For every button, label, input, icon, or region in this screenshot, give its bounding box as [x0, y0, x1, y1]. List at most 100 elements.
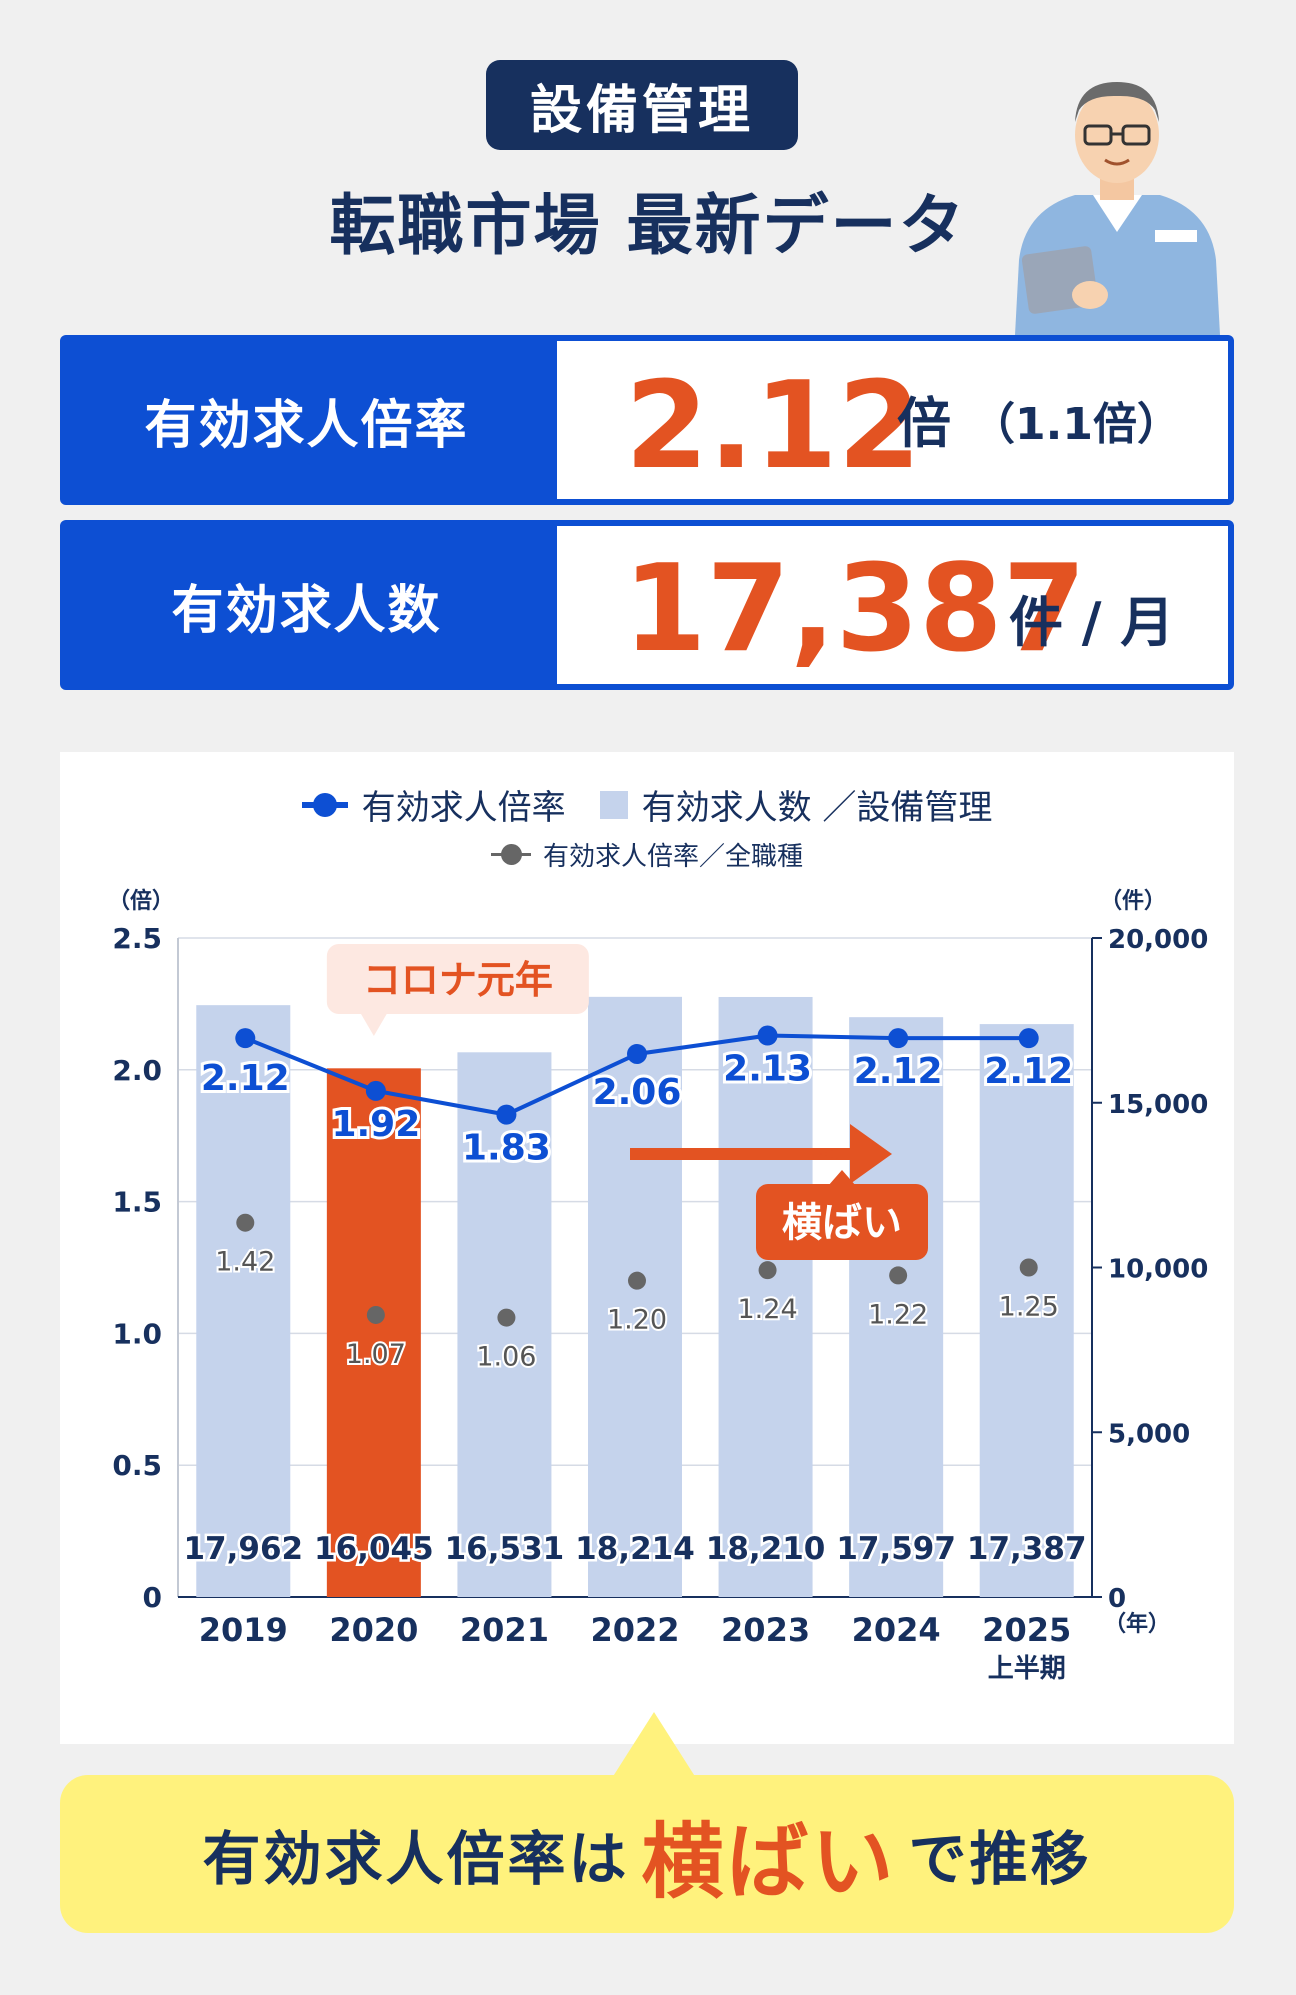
all-occupation-label: 1.20: [607, 1305, 667, 1336]
ratio-point: [235, 1028, 256, 1049]
all-occupation-label: 1.06: [476, 1342, 536, 1373]
all-occupation-label: 1.22: [868, 1299, 928, 1330]
x-tick-label: 2023: [721, 1611, 810, 1649]
ratio-point: [888, 1028, 909, 1049]
ratio-label: 2.13: [723, 1049, 812, 1090]
all-occupation-point: [366, 1305, 385, 1324]
covid-callout-box: [326, 944, 589, 1014]
all-occupation-point: [758, 1261, 777, 1280]
all-occupation-point: [1019, 1258, 1038, 1277]
all-occupation-point: [497, 1308, 516, 1327]
y-right-tick-label: 15,000: [1108, 1090, 1208, 1120]
ratio-label: 2.12: [201, 1058, 290, 1099]
y-left-tick-label: 2.5: [112, 922, 162, 955]
y-left-tick-label: 0.5: [112, 1449, 162, 1482]
legend-bar-marker: [599, 790, 628, 819]
legend-bar-label: 有効求人数 ／設備管理: [641, 788, 993, 828]
y-left-tick-label: 1.5: [112, 1186, 162, 1219]
summary-post: で推移: [908, 1825, 1092, 1893]
x-tick-label: 2020: [329, 1611, 418, 1649]
bar-value-label: 17,387: [967, 1531, 1087, 1567]
y-right-tick-label: 0: [1108, 1584, 1126, 1614]
all-occupation-label: 1.24: [738, 1294, 798, 1325]
openings-value-box: 17,387 件 / 月: [557, 526, 1228, 684]
ratio-label: 1.83: [462, 1128, 551, 1169]
bar-value-label: 17,962: [183, 1531, 303, 1567]
flat-label-text: 横ばい: [782, 1200, 902, 1246]
legend-row-1: 有効求人倍率 有効求人数 ／設備管理: [60, 780, 1234, 829]
y-left-tick-label: 1.0: [112, 1317, 162, 1350]
y-left-tick-label: 2.0: [112, 1054, 162, 1087]
category-tag: 設備管理: [486, 60, 798, 150]
y-left-tick-label: 0: [143, 1581, 162, 1614]
y-left-unit: （倍）: [108, 888, 174, 914]
ratio-label: 1.92: [331, 1104, 420, 1145]
legend-row-2: 有効求人倍率／全職種: [60, 836, 1234, 873]
y-right-tick-label: 5,000: [1108, 1419, 1190, 1449]
summary-pre: 有効求人倍率は: [202, 1825, 630, 1893]
legend-dot-label: 有効求人倍率／全職種: [542, 842, 803, 872]
x-tick-label: 2019: [199, 1611, 288, 1649]
page-title: 転職市場 最新データ: [329, 187, 967, 264]
ratio-point: [1018, 1028, 1039, 1049]
ratio-point: [627, 1043, 647, 1064]
flat-label-box: [756, 1184, 928, 1260]
ratio-unit: 倍: [897, 392, 951, 455]
ratio-sub: （1.1倍）: [971, 399, 1181, 450]
bar: [326, 1068, 421, 1597]
chart-svg: 0 0.5 1.0 1.5 2.0 2.5 0 5,000 10,000 15,000 20,000…: [108, 888, 1208, 1684]
ratio-card: 有効求人倍率 2.12 倍 （1.1倍）: [60, 335, 1234, 505]
all-occupation-point: [889, 1266, 908, 1285]
openings-unit: 件 / 月: [1009, 591, 1175, 654]
y-right-tick-label: 20,000: [1108, 925, 1208, 955]
trend-arrow-shaft: [630, 1148, 850, 1160]
x-tick-label: 2022: [590, 1611, 679, 1649]
openings-label: 有効求人数: [171, 580, 442, 641]
covid-callout-tip: [359, 1012, 388, 1036]
legend-line-label: 有効求人倍率: [361, 788, 566, 828]
openings-card: 有効求人数 17,387 件 / 月: [60, 520, 1234, 690]
bar-value-label: 18,210: [706, 1531, 826, 1567]
ratio-label: 2.12: [984, 1051, 1073, 1092]
ratio-label: 2.06: [593, 1072, 682, 1113]
bar-value-label: 17,597: [836, 1531, 956, 1567]
ratio-point: [496, 1104, 517, 1125]
x-tick-label: 2024: [852, 1611, 941, 1649]
chart-panel: 有効求人倍率 有効求人数 ／設備管理 有効求人倍率／全職種 0 0.5 1.0 1.5…: [60, 752, 1234, 1744]
engineer-illustration: [1015, 82, 1220, 335]
openings-value: 17,387: [623, 540, 1087, 679]
ratio-point: [757, 1025, 778, 1046]
trend-arrow-head: [850, 1124, 892, 1184]
flat-label-tip: [828, 1170, 856, 1186]
legend-dot-marker: [490, 844, 531, 865]
summary-bubble: 有効求人倍率は 横ばい で推移: [60, 1775, 1234, 1933]
y-right-tick-label: 10,000: [1108, 1255, 1208, 1285]
ratio-value-box: 2.12 倍 （1.1倍）: [557, 341, 1228, 499]
bar: [718, 996, 813, 1597]
bar: [196, 1005, 291, 1597]
x-unit: （年）: [1104, 1611, 1170, 1637]
bubble-tip: [612, 1712, 696, 1778]
x-tick-label: 2025: [982, 1611, 1071, 1649]
trend-arrow-joint: [820, 1148, 842, 1160]
covid-callout-text: コロナ元年: [363, 958, 553, 1002]
all-occupation-label: 1.42: [215, 1247, 275, 1278]
bar-value-label: 16,045: [314, 1531, 434, 1567]
summary-emphasis: 横ばい: [641, 1814, 897, 1910]
ratio-point: [365, 1080, 386, 1101]
legend-line-marker: [301, 792, 348, 817]
x-tick-sublabel: 上半期: [988, 1654, 1066, 1684]
y-right-unit: （件）: [1100, 889, 1166, 914]
bar: [979, 1024, 1074, 1597]
bar-value-label: 18,214: [575, 1531, 695, 1567]
all-occupation-label: 1.07: [346, 1339, 406, 1370]
all-occupation-point: [628, 1271, 646, 1290]
all-occupation-point: [236, 1213, 255, 1232]
all-occupation-label: 1.25: [999, 1292, 1059, 1323]
bar: [587, 996, 683, 1597]
bar: [849, 1017, 944, 1597]
x-tick-label: 2021: [460, 1611, 549, 1649]
bar-value-label: 16,531: [445, 1531, 565, 1567]
ratio-label: 有効求人倍率: [144, 395, 469, 456]
ratio-value: 2.12: [625, 357, 922, 496]
